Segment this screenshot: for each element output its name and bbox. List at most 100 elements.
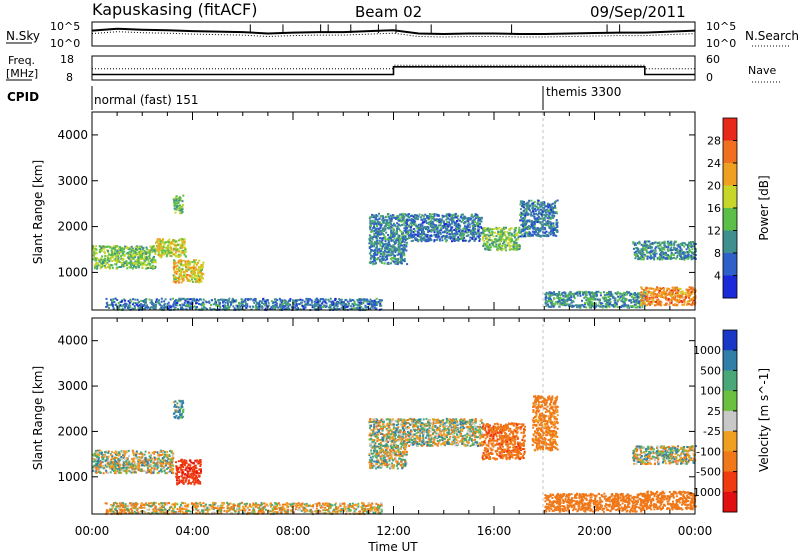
data-cell [401, 212, 404, 215]
data-cell [127, 306, 130, 309]
data-cell [561, 293, 564, 296]
data-cell [383, 262, 386, 265]
data-cell [633, 251, 636, 254]
data-cell [657, 242, 660, 245]
data-cell [466, 217, 469, 220]
data-cell [396, 254, 399, 256]
data-cell [385, 247, 388, 250]
data-cell [375, 303, 378, 306]
data-cell [524, 214, 527, 217]
data-cell [674, 249, 677, 252]
data-cell [467, 222, 470, 225]
data-cell [452, 237, 455, 240]
data-cell [126, 267, 129, 270]
data-cell [659, 248, 662, 251]
data-cell [287, 307, 290, 310]
data-cell [284, 305, 287, 307]
data-cell [160, 305, 163, 307]
data-cell [356, 298, 359, 301]
data-cell [439, 233, 442, 236]
data-cell [396, 259, 399, 262]
data-cell [547, 234, 550, 237]
data-cell [240, 301, 243, 303]
data-cell [196, 301, 199, 304]
data-cell [653, 257, 656, 260]
data-cell [478, 233, 481, 235]
data-cell [144, 260, 147, 263]
data-cell [179, 299, 182, 302]
data-cell [175, 206, 178, 209]
data-cell [521, 233, 524, 236]
data-cell [376, 253, 379, 256]
data-cell [494, 245, 497, 248]
data-cell [187, 268, 190, 271]
data-cell [374, 252, 376, 254]
data-cell [530, 221, 533, 224]
data-cell [692, 257, 695, 260]
data-cell [182, 275, 185, 278]
data-cell [186, 266, 189, 269]
data-cell [669, 255, 672, 258]
data-cell [457, 236, 460, 239]
data-cell [173, 269, 176, 271]
data-cell [186, 298, 189, 300]
data-cell [500, 236, 503, 239]
data-cell [608, 292, 611, 295]
data-cell [357, 304, 359, 307]
data-cell [535, 221, 538, 224]
data-cell [195, 259, 197, 261]
data-cell [384, 238, 387, 241]
data-cell [195, 300, 198, 303]
data-cell [278, 297, 281, 300]
data-cell [190, 278, 193, 281]
data-cell [504, 246, 507, 249]
data-cell [534, 210, 537, 213]
data-cell [654, 255, 657, 258]
data-cell [419, 235, 422, 238]
data-cell [159, 240, 162, 243]
data-cell [399, 261, 402, 264]
data-cell [427, 236, 430, 239]
data-cell [513, 231, 516, 234]
data-cell [378, 217, 381, 220]
data-cell [185, 273, 188, 276]
data-cell [105, 297, 108, 300]
data-cell [402, 219, 405, 222]
data-cell [483, 239, 486, 242]
data-cell [383, 243, 386, 246]
data-cell [451, 229, 454, 232]
data-cell [405, 249, 408, 252]
data-cell [656, 257, 659, 259]
data-cell [188, 304, 191, 307]
data-cell [116, 252, 119, 255]
data-cell [663, 248, 666, 251]
data-cell [449, 213, 452, 216]
data-cell [306, 301, 309, 304]
data-cell [533, 232, 536, 235]
data-cell [477, 236, 480, 239]
data-cell [636, 250, 639, 252]
data-cell [508, 228, 511, 231]
data-cell [394, 233, 397, 236]
data-cell [555, 211, 558, 214]
data-cell [160, 253, 162, 256]
data-cell [536, 228, 539, 231]
data-cell [177, 244, 179, 247]
data-cell [478, 226, 481, 229]
data-cell [446, 227, 449, 230]
data-cell [373, 223, 376, 226]
data-cell [438, 239, 441, 242]
data-cell [623, 303, 626, 306]
data-cell [401, 251, 404, 254]
data-cell [154, 250, 157, 253]
data-cell [159, 249, 162, 252]
data-cell [413, 223, 415, 226]
data-cell [644, 304, 647, 307]
data-cell [550, 303, 553, 306]
data-cell [369, 298, 372, 301]
data-cell [535, 205, 538, 208]
data-cell [336, 305, 339, 308]
data-cell [640, 258, 643, 261]
data-cell [160, 249, 163, 252]
data-cell [324, 301, 327, 304]
